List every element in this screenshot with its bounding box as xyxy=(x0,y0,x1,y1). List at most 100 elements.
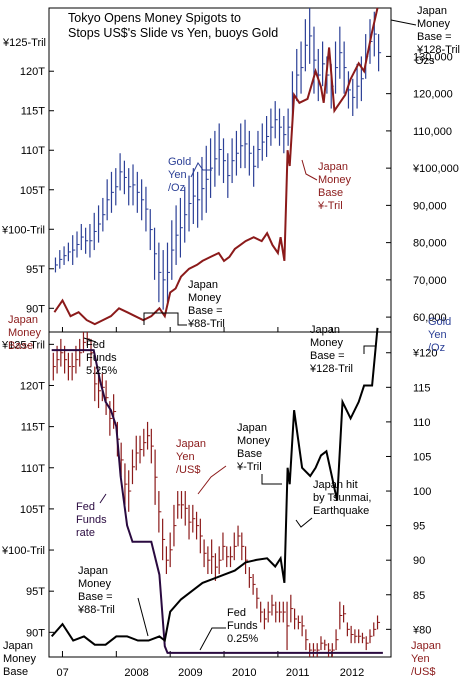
right-tick-label: 110,000 xyxy=(413,126,452,138)
jmb-red-l4: ¥-Tril xyxy=(317,200,343,212)
p2-ffr-l3: rate xyxy=(76,527,95,539)
top128-l4: ¥128-Tril xyxy=(416,44,460,56)
top-right-axis-ticks: 130,000 120,000 110,000 ¥100,000 90,000 80,00… xyxy=(386,51,459,324)
p2-yen-l3: /US$ xyxy=(176,464,200,476)
bottom-japan-money-base-line xyxy=(50,327,379,646)
x-axis-ticks: 07 2008 2009 2010 2011 2012 xyxy=(56,327,364,679)
left-tick-label: 120T xyxy=(20,380,45,392)
right-tick-label: 70,000 xyxy=(413,275,447,287)
left-tick-label: 95T xyxy=(26,264,45,276)
p2-tsu-l2: by Tsunmai, xyxy=(313,492,372,504)
mid-gold-l1: Gold xyxy=(428,316,451,328)
left-tick-label: ¥125-Tril xyxy=(1,339,45,351)
right-tick-label: 130,000 xyxy=(413,51,453,63)
gold-label-l3: /Oz xyxy=(168,182,185,194)
mid-ff-l3: 5.25% xyxy=(86,365,117,377)
top-88-label: Japan Money Base = ¥88-Tril xyxy=(187,279,225,330)
p2-yen-l1: Japan xyxy=(176,438,206,450)
mid128-pointer xyxy=(363,345,376,354)
mid-jmb-l1: Japan xyxy=(8,314,38,326)
right-tick-label: 80,000 xyxy=(413,238,447,250)
p2-jmb-l4: ¥-Tril xyxy=(236,461,262,473)
left-tick-label: 105T xyxy=(20,504,45,516)
right-tick-label: 100 xyxy=(413,486,431,498)
p2-ff025-l3: 0.25% xyxy=(227,633,258,645)
chart-title-line-1: Tokyo Opens Money Spigots to xyxy=(68,11,241,25)
bottom-right-label: Japan Yen /US$ xyxy=(411,640,441,678)
p288-l3: Base = xyxy=(78,591,113,603)
mid-ff-l1: Fed xyxy=(86,339,105,351)
bl-l3: Base xyxy=(3,666,28,678)
right-tick-label: 60,000 xyxy=(413,312,447,324)
jmb-red-l1: Japan xyxy=(318,161,348,173)
right-tick-label: 105 xyxy=(413,451,431,463)
p2-ffr-l1: Fed xyxy=(76,501,95,513)
top128-l3: Base = xyxy=(417,31,452,43)
p2-88-label: Japan Money Base = ¥88-Tril xyxy=(77,565,115,616)
p288-l1: Japan xyxy=(78,565,108,577)
mid128-l3: Base = xyxy=(310,350,345,362)
right-tick-label: 95 xyxy=(413,521,425,533)
mid-ff-label: Fed Funds 5.25% xyxy=(86,339,117,377)
left-tick-label: 115T xyxy=(21,106,46,118)
x-tick-label: 07 xyxy=(56,667,68,679)
bl-l1: Japan xyxy=(3,640,33,652)
top88-pointer xyxy=(143,312,187,326)
left-tick-label: 90T xyxy=(26,627,45,639)
bottom-left-label: Japan Money Base xyxy=(3,640,37,678)
p2-jmb-label: Japan Money Base ¥-Tril xyxy=(236,422,271,473)
top-japan-money-base-line xyxy=(53,7,379,326)
p2-ff025-l1: Fed xyxy=(227,607,246,619)
top-gold-yen-series xyxy=(54,8,382,310)
gold-label-l2: Yen xyxy=(168,169,187,181)
mid128-l4: ¥128-Tril xyxy=(309,363,353,375)
p2-yen-label: Japan Yen /US$ xyxy=(176,438,206,476)
right-tick-label: 120,000 xyxy=(413,89,453,101)
jmb-red-l3: Base xyxy=(318,187,343,199)
top-left-axis-ticks: 120T 115T 110T 105T ¥100-Tril 95T 90T xyxy=(1,66,54,315)
mid-jmb-label: Japan Money Base xyxy=(8,314,42,352)
right-tick-label: 115 xyxy=(413,382,431,394)
left-tick-label: 105T xyxy=(20,185,45,197)
top-jmb-red-label: Japan Money Base ¥-Tril xyxy=(317,161,352,212)
jmb-red-pointer xyxy=(301,159,318,181)
p2-ff025-pointer xyxy=(199,627,226,651)
mid-gold-l2: Yen xyxy=(428,329,447,341)
right-tick-label: 110 xyxy=(413,417,431,429)
x-tick-label: 2009 xyxy=(178,667,202,679)
gold-label-l1: Gold xyxy=(168,156,191,168)
p2-tsu-l1: Japan hit xyxy=(313,479,358,491)
mid-jmb-l2: Money xyxy=(8,327,42,339)
p2-yen-l2: Yen xyxy=(176,451,195,463)
bl-l2: Money xyxy=(3,653,37,665)
p2-jmb-l2: Money xyxy=(237,435,271,447)
mid-gold-label: Gold Yen /Oz xyxy=(428,316,451,354)
p2-tsunami-label: Japan hit by Tsunmai, Earthquake xyxy=(313,479,372,517)
jmb-red-l2: Money xyxy=(318,174,352,186)
right-tick-label: 90 xyxy=(413,555,425,567)
bottom-left-axis-ticks: ¥125-Tril 120T 115T 110T 105T ¥100-Tril 95T 90T xyxy=(1,339,54,639)
top128-l2: Money xyxy=(417,18,451,30)
top88-l1: Japan xyxy=(188,279,218,291)
p2-ffrate-label: Fed Funds rate xyxy=(76,501,107,539)
left-tick-label: ¥100-Tril xyxy=(1,224,45,236)
top128-l1: Japan xyxy=(417,5,447,17)
p2-yen-pointer xyxy=(197,465,227,495)
right-tick-label: ¥120 xyxy=(412,348,437,360)
top-128-label: Japan Money Base = ¥128-Tril xyxy=(416,5,460,56)
p2-jmb-l3: Base xyxy=(237,448,262,460)
top88-l2: Money xyxy=(188,292,222,304)
left-tick-label: 95T xyxy=(26,586,45,598)
p2-tsu-l3: Earthquake xyxy=(313,505,369,517)
p2-jmb-l1: Japan xyxy=(237,422,267,434)
left-tick-label: 110T xyxy=(21,145,46,157)
mid-gold-l3: /Oz xyxy=(428,342,445,354)
p2-ff025-l2: Funds xyxy=(227,620,258,632)
bottom-right-axis-ticks: ¥120 115 110 105 100 95 90 85 ¥80 xyxy=(386,348,437,636)
p288-l2: Money xyxy=(78,578,112,590)
mid128-l1: Japan xyxy=(310,324,340,336)
top-gold-label: Gold Yen /Oz xyxy=(168,156,191,194)
top-left-axis-label: ¥125-Tril xyxy=(2,37,46,49)
p2-88-pointer xyxy=(137,597,149,637)
